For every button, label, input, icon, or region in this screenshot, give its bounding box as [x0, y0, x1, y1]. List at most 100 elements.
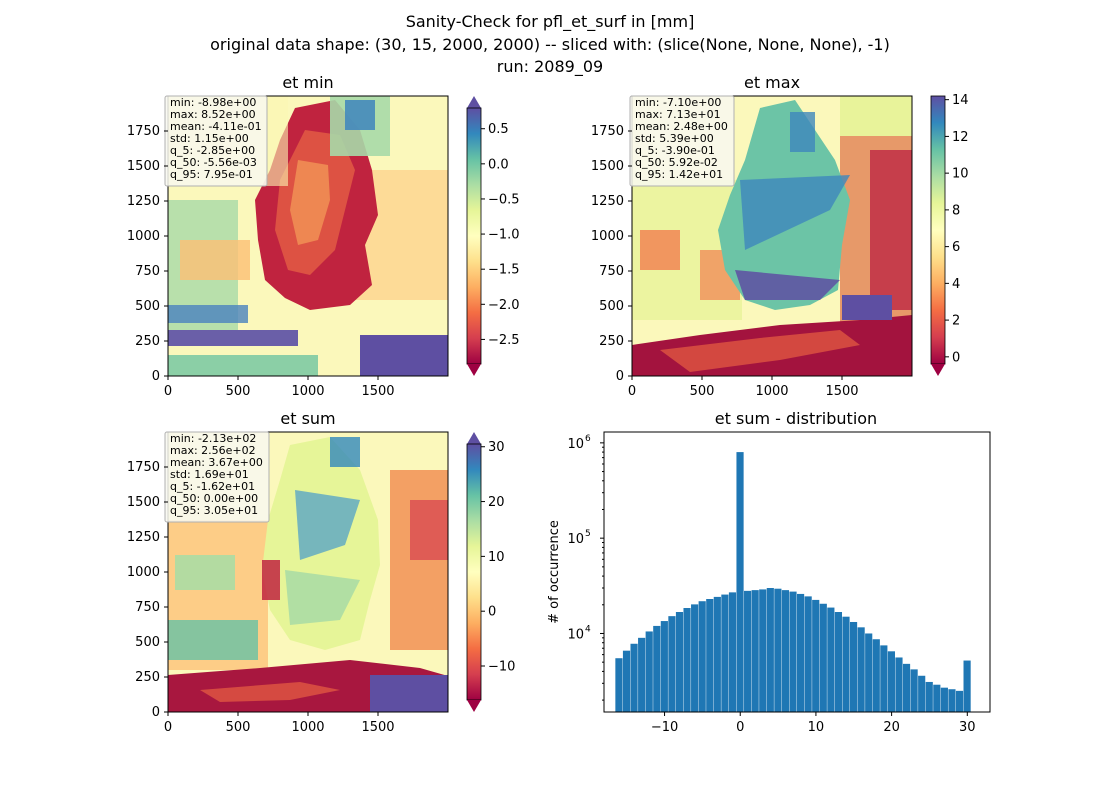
y-tick-label: 0	[152, 369, 160, 384]
stat-line: q_95: 1.42e+01	[635, 168, 723, 181]
x-tick-label: 1500	[361, 384, 394, 399]
histogram-bars	[615, 452, 971, 712]
colorbar-tick-label: −0.5	[488, 192, 520, 207]
stats-box-et-max: min: -7.10e+00 max: 7.13e+01 mean: 2.48e…	[629, 95, 735, 187]
y-tick-label: 250	[135, 670, 160, 685]
histogram-bar	[653, 625, 661, 712]
histogram-bar	[880, 645, 888, 712]
stat-line: std: 1.69e+01	[170, 468, 249, 481]
y-tick-label: 750	[599, 264, 624, 279]
colorbar-et-min: 0.5 0.0 −0.5 −1.0 −1.5 −2.0 −2.5	[466, 96, 520, 376]
colorbar-tick-label: 0	[488, 605, 496, 620]
y-tick-label: 500	[135, 299, 160, 314]
x-tick-label: 500	[690, 384, 715, 399]
histogram-bar	[615, 658, 623, 712]
panel-title-et-max: et max	[744, 73, 800, 92]
heatmap-et-max	[632, 96, 912, 376]
x-tick-label: −10	[651, 720, 678, 735]
x-tick-label: 1500	[361, 720, 394, 735]
histogram-bar	[895, 657, 903, 712]
histogram-bar	[683, 608, 691, 712]
x-tick-label: 500	[226, 720, 251, 735]
histogram-bar	[622, 650, 631, 712]
histogram-bar	[842, 616, 850, 712]
colorbar-tick-label: 6	[952, 240, 960, 255]
y-tick-label: 0	[152, 705, 160, 720]
panel-distribution: et sum - distribution −10 0 10 20 30 10 410 51…	[547, 409, 991, 735]
x-tick-label: 500	[226, 384, 251, 399]
stat-line: max: 8.52e+00	[170, 108, 256, 121]
histogram-bar	[872, 639, 880, 712]
histogram-bar	[834, 612, 843, 712]
histogram-bar	[849, 621, 858, 712]
y-tick-label: 1500	[127, 495, 160, 510]
histogram-bar	[691, 604, 699, 712]
stat-line: std: 5.39e+00	[635, 132, 714, 145]
panel-et-min: et min min: -8.98e+00 max: 8.52e+00 mean…	[127, 73, 520, 399]
colorbar-tick-label: 20	[488, 495, 505, 510]
histogram-bar	[940, 687, 948, 712]
histogram-bar	[963, 660, 971, 712]
colorbar-tick-label: −1.5	[488, 263, 520, 278]
x-tick-label: 10	[808, 720, 825, 735]
colorbar-tick-label: 0.5	[488, 122, 509, 137]
x-tick-label: 0	[164, 384, 172, 399]
y-tick-label: 1750	[127, 460, 160, 475]
y-tick-label: 250	[599, 334, 624, 349]
histogram-bar	[766, 588, 774, 712]
histogram-bar	[865, 633, 873, 712]
histogram-bar	[713, 596, 721, 712]
y-tick-label: 1500	[127, 159, 160, 174]
y-tick-label: 1250	[127, 530, 160, 545]
colorbar-tick-label: 0.0	[488, 157, 509, 172]
histogram-bar	[955, 690, 964, 712]
panel-et-sum: et sum min: -2.13e+02 max: 2.56e+02 mean…	[127, 409, 516, 735]
histogram-bar	[887, 651, 895, 712]
figure-title-line-3: run: 2089_09	[496, 57, 604, 76]
stat-line: std: 1.15e+00	[170, 132, 249, 145]
y-tick-label: 10	[567, 627, 584, 642]
histogram-bar	[774, 588, 782, 712]
histogram-bar	[645, 631, 653, 712]
histogram-bar	[660, 621, 668, 712]
y-tick-label: 10	[567, 532, 584, 547]
histogram-bar	[668, 616, 676, 712]
stat-line: min: -7.10e+00	[635, 96, 721, 109]
stat-line: q_5: -1.62e+01	[170, 480, 255, 493]
colorbar-et-sum: 30 20 10 0 −10	[466, 432, 515, 712]
histogram-bar	[736, 452, 744, 712]
y-tick-label: 0	[616, 369, 624, 384]
colorbar-tick-label: 8	[952, 203, 960, 218]
y-tick-label: 750	[135, 264, 160, 279]
histogram-bar	[759, 589, 767, 712]
colorbar-tick-label: −10	[488, 660, 515, 675]
stat-line: q_95: 7.95e-01	[170, 168, 253, 181]
stat-line: q_50: -5.56e-03	[170, 156, 257, 169]
x-tick-label: 0	[736, 720, 744, 735]
histogram-bar	[638, 637, 646, 712]
y-tick-label: 1000	[591, 229, 624, 244]
stat-line: q_50: 5.92e-02	[635, 156, 718, 169]
histogram-bar	[933, 684, 941, 712]
y-tick-label: 1750	[591, 124, 624, 139]
y-tick-label: 250	[135, 334, 160, 349]
x-axis-et-min: 0 500 1000 1500	[164, 376, 395, 399]
histogram-bar	[857, 627, 865, 712]
stats-box-et-sum: min: -2.13e+02 max: 2.56e+02 mean: 3.67e…	[164, 431, 270, 523]
x-tick-label: 30	[959, 720, 976, 735]
histogram-bar	[910, 669, 918, 712]
stat-line: max: 7.13e+01	[635, 108, 721, 121]
colorbar-et-max: 14 12 10 8 6 4 2 0	[930, 93, 969, 376]
x-tick-label: 1000	[755, 384, 788, 399]
x-tick-label: 20	[883, 720, 900, 735]
stat-line: q_50: 0.00e+00	[170, 492, 258, 505]
colorbar-tick-label: 10	[952, 167, 969, 182]
x-tick-label: 0	[628, 384, 636, 399]
colorbar-tick-label: −1.0	[488, 228, 520, 243]
x-axis-et-sum: 0 500 1000 1500	[164, 712, 395, 735]
colorbar-tick-label: 2	[952, 314, 960, 329]
y-tick-label: 1750	[127, 124, 160, 139]
histogram-bar	[744, 590, 752, 712]
